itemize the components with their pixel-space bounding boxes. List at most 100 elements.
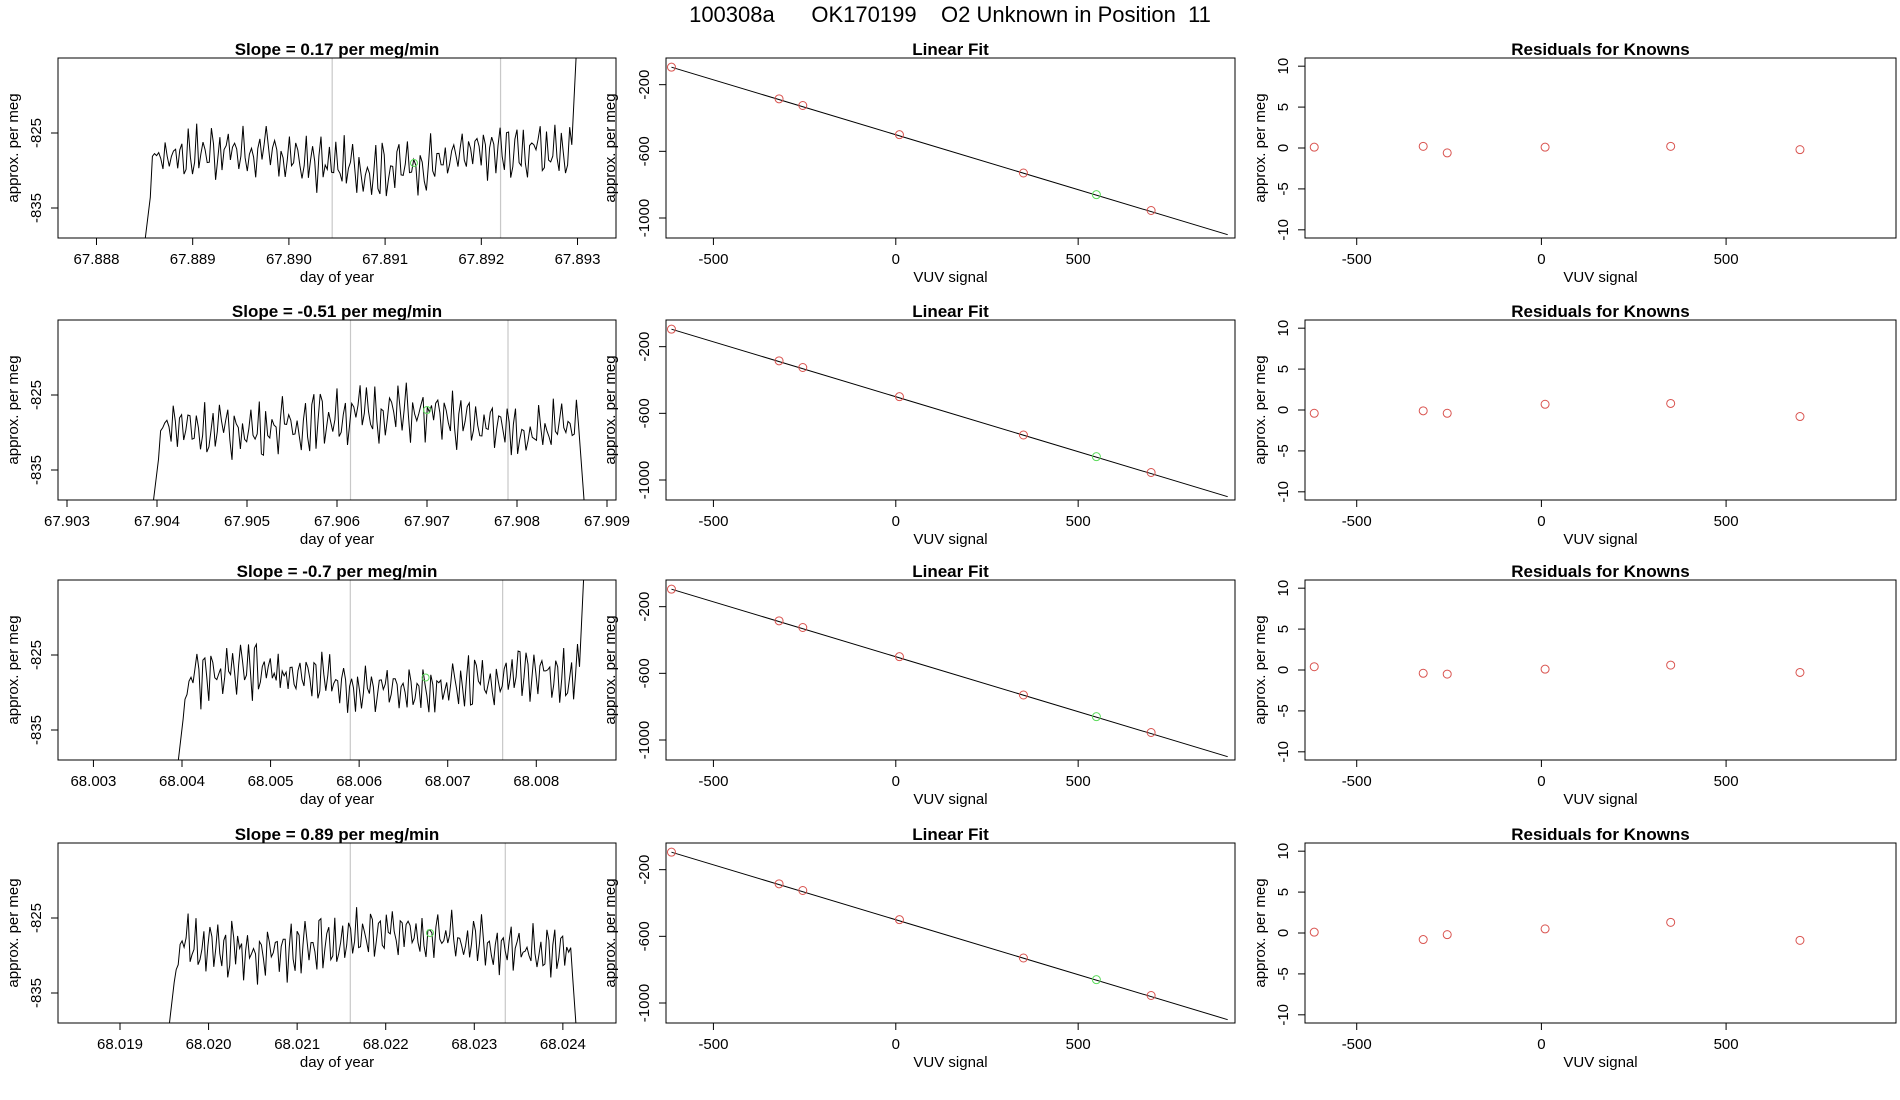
known-point: [666, 324, 676, 334]
residual-point: [1540, 142, 1550, 152]
y-tick-label: 10: [1275, 320, 1292, 337]
y-tick-label: -600: [636, 136, 653, 166]
y-axis-label: approx. per meg: [5, 615, 22, 724]
y-tick-label: 0: [1275, 406, 1292, 414]
known-point: [798, 623, 808, 632]
known-point: [1146, 468, 1156, 477]
y-tick-label: -200: [636, 332, 653, 362]
panel-r0-c1: Linear Fit VUV signal approx. per meg -500 0…: [602, 40, 1236, 286]
x-tick-label: 67.888: [74, 251, 120, 268]
x-axis-label: VUV signal: [1563, 1054, 1637, 1071]
panel-r0-c2: Residuals for Knowns VUV signal approx. pe…: [1252, 40, 1897, 286]
known-point: [774, 879, 784, 889]
y-tick-label: -600: [636, 398, 653, 428]
y-tick-label: -835: [28, 715, 45, 745]
y-tick-label: 10: [1275, 580, 1292, 597]
x-tick-label: 67.903: [44, 513, 90, 530]
y-tick-label: 5: [1275, 103, 1292, 111]
unknown-point: [1091, 975, 1101, 985]
x-tick-label: -500: [698, 513, 728, 530]
panel-r2-c1: Linear Fit VUV signal approx. per meg -500 0…: [602, 562, 1236, 808]
plot-frame: [1304, 57, 1897, 239]
y-axis-label: approx. per meg: [1252, 355, 1269, 464]
y-tick-label: -200: [636, 592, 653, 622]
residual-point: [1540, 924, 1550, 934]
y-axis-label: approx. per meg: [602, 615, 619, 724]
panel-r2-c0: Slope = -0.7 per meg/min day of year appro…: [5, 562, 617, 808]
panel-title: Slope = -0.7 per meg/min: [237, 562, 438, 581]
plot-area: [666, 584, 1228, 758]
residual-point: [1418, 935, 1428, 945]
x-tick-label: 67.908: [494, 513, 540, 530]
x-tick-label: 500: [1714, 251, 1739, 268]
panel-r3-c1: Linear Fit VUV signal approx. per meg -500 0…: [602, 825, 1236, 1071]
plot-area: [153, 320, 585, 500]
y-tick-label: -825: [28, 903, 45, 933]
plot-area: [177, 580, 585, 760]
residual-point: [1442, 930, 1452, 940]
x-tick-label: 68.004: [159, 773, 205, 790]
y-axis-label: approx. per meg: [602, 878, 619, 987]
known-point: [894, 915, 904, 925]
x-tick-label: 0: [1537, 513, 1545, 530]
x-tick-label: 500: [1066, 513, 1091, 530]
x-tick-label: 500: [1714, 513, 1739, 530]
x-tick-label: 68.006: [336, 773, 382, 790]
y-tick-label: -5: [1275, 444, 1292, 457]
panel-title: Slope = 0.17 per meg/min: [235, 40, 440, 59]
residual-point: [1666, 398, 1676, 408]
y-tick-label: 10: [1275, 843, 1292, 860]
panel-r3-c2: Residuals for Knowns VUV signal approx. pe…: [1252, 825, 1897, 1071]
x-tick-label: 67.907: [404, 513, 450, 530]
y-axis-label: approx. per meg: [5, 355, 22, 464]
x-tick-label: 68.023: [451, 1036, 497, 1053]
x-axis-label: VUV signal: [1563, 269, 1637, 286]
x-tick-label: 0: [1537, 1036, 1545, 1053]
y-tick-label: -1000: [636, 199, 653, 237]
residual-point: [1442, 148, 1452, 158]
x-tick-label: -500: [1342, 773, 1372, 790]
y-tick-label: -825: [28, 118, 45, 148]
y-tick-label: -1000: [636, 721, 653, 759]
known-point: [1018, 953, 1028, 963]
x-tick-label: 0: [892, 251, 900, 268]
plot-area: [1309, 398, 1805, 422]
x-tick-label: 0: [892, 513, 900, 530]
y-tick-label: -825: [28, 640, 45, 670]
unknown-point: [423, 406, 431, 414]
y-tick-label: -5: [1275, 182, 1292, 195]
residual-point: [1442, 669, 1452, 679]
plot-frame: [57, 319, 617, 501]
x-tick-label: 67.890: [266, 251, 312, 268]
plot-area: [144, 58, 577, 238]
x-tick-label: -500: [1342, 513, 1372, 530]
panel-title: Slope = -0.51 per meg/min: [232, 302, 442, 321]
y-tick-label: 0: [1275, 929, 1292, 937]
residual-point: [1418, 406, 1428, 416]
x-tick-label: 0: [892, 773, 900, 790]
residual-point: [1666, 660, 1676, 670]
y-tick-label: 0: [1275, 144, 1292, 152]
x-tick-label: 68.007: [425, 773, 471, 790]
known-point: [774, 356, 784, 366]
x-axis-label: day of year: [300, 269, 374, 286]
known-point: [774, 616, 784, 626]
x-tick-label: -500: [698, 773, 728, 790]
known-point: [798, 363, 808, 372]
y-tick-label: -200: [636, 70, 653, 100]
series-line: [144, 58, 577, 238]
x-tick-label: 67.906: [314, 513, 360, 530]
panel-r0-c0: Slope = 0.17 per meg/min day of year appro…: [5, 40, 617, 286]
residual-point: [1795, 935, 1805, 945]
x-tick-label: 67.905: [224, 513, 270, 530]
residual-point: [1795, 145, 1805, 155]
known-point: [666, 584, 676, 594]
y-axis-label: approx. per meg: [602, 93, 619, 202]
x-tick-label: 500: [1714, 773, 1739, 790]
known-point: [798, 101, 808, 110]
residual-point: [1309, 662, 1319, 672]
x-tick-label: 500: [1066, 773, 1091, 790]
plot-frame: [665, 579, 1236, 761]
plot-frame: [1304, 579, 1897, 761]
y-tick-label: -10: [1275, 741, 1292, 763]
